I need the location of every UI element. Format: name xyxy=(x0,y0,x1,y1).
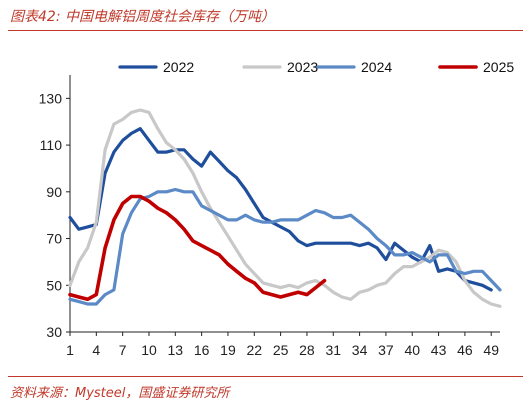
title-underline xyxy=(8,30,523,31)
chart-axes: 30 50 70 90 110 130 1 4 7 10 13 16 19 22 25 28 31 34 37 40 4… xyxy=(39,75,500,358)
x-tick-label: 25 xyxy=(273,342,289,358)
x-tick-label: 34 xyxy=(352,342,368,358)
x-tick-label: 1 xyxy=(66,342,74,358)
x-tick-label: 7 xyxy=(119,342,127,358)
legend-label-2024: 2024 xyxy=(361,59,392,75)
chart-legend: 2022 2023 2024 2025 xyxy=(118,59,514,75)
chart-title: 图表42: 中国电解铝周度社会库存（万吨） xyxy=(10,9,275,25)
x-tick-label: 22 xyxy=(246,342,262,358)
y-tick-label: 130 xyxy=(39,90,63,106)
x-tick-label: 28 xyxy=(299,342,315,358)
y-tick-label: 90 xyxy=(46,184,62,200)
y-tick-label: 50 xyxy=(46,277,62,293)
x-tick-label: 10 xyxy=(141,342,157,358)
x-tick-label: 16 xyxy=(194,342,210,358)
x-tick-label: 13 xyxy=(168,342,184,358)
source-note: 资料来源：Mysteel，国盛证券研究所 xyxy=(10,386,230,401)
x-tick-label: 37 xyxy=(378,342,394,358)
series-layer xyxy=(68,108,502,308)
series-line-2023 xyxy=(68,108,502,308)
y-tick-label: 70 xyxy=(46,231,62,247)
x-tick-label: 40 xyxy=(404,342,420,358)
legend-label-2022: 2022 xyxy=(163,59,194,75)
x-tick-label: 43 xyxy=(431,342,447,358)
legend-label-2023: 2023 xyxy=(287,59,318,75)
series-line-2025 xyxy=(68,194,327,302)
x-tick-label: 19 xyxy=(220,342,236,358)
x-tick-label: 46 xyxy=(457,342,473,358)
x-tick-label: 49 xyxy=(483,342,499,358)
y-tick-label: 110 xyxy=(40,137,63,153)
x-tick-label: 31 xyxy=(325,342,341,358)
source-divider xyxy=(8,376,523,377)
x-tick-label: 4 xyxy=(92,342,100,358)
legend-label-2025: 2025 xyxy=(483,59,514,75)
y-tick-label: 30 xyxy=(46,324,62,340)
